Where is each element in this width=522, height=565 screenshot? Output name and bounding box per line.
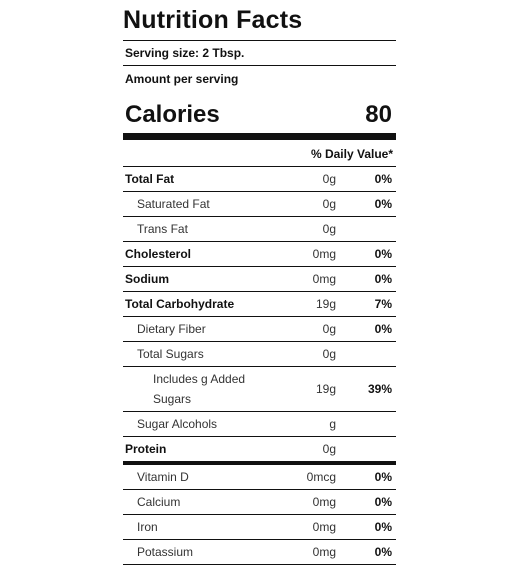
nutrition-facts-panel: Nutrition Facts Serving size: 2 Tbsp. Am… <box>123 0 396 565</box>
vitamin-row-vitamin-d: Vitamin D 0mcg 0% <box>123 465 396 490</box>
nutrient-name: Total Carbohydrate <box>125 297 235 311</box>
nutrient-daily-value: 0% <box>374 172 392 186</box>
vitamin-name: Potassium <box>137 545 194 559</box>
nutrient-name: Trans Fat <box>137 222 188 236</box>
nutrient-row-dietary-fiber: Dietary Fiber 0g 0% <box>123 317 396 342</box>
vitamin-amount: 0mg <box>312 495 336 509</box>
nutrient-row-total-carbohydrate: Total Carbohydrate 19g 7% <box>123 292 396 317</box>
vitamin-name: Iron <box>137 520 158 534</box>
nutrient-amount: g <box>329 417 336 431</box>
vitamin-row-calcium: Calcium 0mg 0% <box>123 490 396 515</box>
nutrient-amount: 0g <box>322 222 336 236</box>
vitamin-name: Calcium <box>137 495 181 509</box>
calories-value: 80 <box>365 101 392 128</box>
nutrient-amount: 0g <box>322 322 336 336</box>
vitamin-amount: 0mg <box>312 545 336 559</box>
vitamin-amount: 0mg <box>312 520 336 534</box>
calories-label: Calories <box>125 101 220 128</box>
vitamin-daily-value: 0% <box>374 470 392 484</box>
nutrient-daily-value: 0% <box>374 322 392 336</box>
nutrient-amount: 0mg <box>312 247 336 261</box>
nutrient-row-saturated-fat: Saturated Fat 0g 0% <box>123 192 396 217</box>
nutrient-row-total-sugars: Total Sugars 0g <box>123 342 396 367</box>
nutrient-row-trans-fat: Trans Fat 0g <box>123 217 396 242</box>
nutrient-daily-value: 0% <box>374 247 392 261</box>
vitamin-row-potassium: Potassium 0mg 0% <box>123 540 396 565</box>
nutrient-name: Sugar Alcohols <box>137 417 218 431</box>
vitamin-daily-value: 0% <box>374 520 392 534</box>
nutrient-daily-value: 0% <box>374 197 392 211</box>
vitamin-row-iron: Iron 0mg 0% <box>123 515 396 540</box>
nutrient-row-protein: Protein 0g <box>123 437 396 465</box>
nutrient-amount: 0g <box>322 442 336 456</box>
nutrient-amount: 19g <box>315 297 336 311</box>
nutrient-daily-value: 39% <box>367 382 392 396</box>
calories-row: Calories 80 <box>123 88 396 140</box>
nutrient-row-sugar-alcohols: Sugar Alcohols g <box>123 412 396 437</box>
nutrient-daily-value: 0% <box>374 272 392 286</box>
nutrient-row-total-fat: Total Fat 0g 0% <box>123 167 396 192</box>
nutrient-name: Cholesterol <box>125 247 192 261</box>
nutrient-amount: 0g <box>322 347 336 361</box>
vitamin-name: Vitamin D <box>137 470 189 484</box>
nutrient-row-cholesterol: Cholesterol 0mg 0% <box>123 242 396 267</box>
nutrient-amount: 0mg <box>312 272 336 286</box>
nutrient-name: Includes g Added Sugars <box>153 372 246 406</box>
nutrient-name: Protein <box>125 442 167 456</box>
serving-size: Serving size: 2 Tbsp. <box>123 41 396 66</box>
nutrient-name: Total Fat <box>125 172 175 186</box>
nutrient-name: Saturated Fat <box>137 197 210 211</box>
label-title: Nutrition Facts <box>123 0 396 41</box>
nutrient-name: Sodium <box>125 272 169 286</box>
nutrient-amount: 0g <box>322 172 336 186</box>
nutrient-row-added-sugars: Includes g Added Sugars 19g 39% <box>123 367 396 412</box>
daily-value-header: % Daily Value* <box>123 140 396 167</box>
vitamin-daily-value: 0% <box>374 545 392 559</box>
vitamin-daily-value: 0% <box>374 495 392 509</box>
nutrient-amount: 19g <box>315 382 336 396</box>
nutrient-daily-value: 7% <box>374 297 392 311</box>
nutrient-name: Dietary Fiber <box>137 322 206 336</box>
nutrient-amount: 0g <box>322 197 336 211</box>
nutrient-name: Total Sugars <box>137 347 204 361</box>
vitamin-amount: 0mcg <box>306 470 336 484</box>
nutrient-row-sodium: Sodium 0mg 0% <box>123 267 396 292</box>
amount-per-serving: Amount per serving <box>125 72 239 86</box>
